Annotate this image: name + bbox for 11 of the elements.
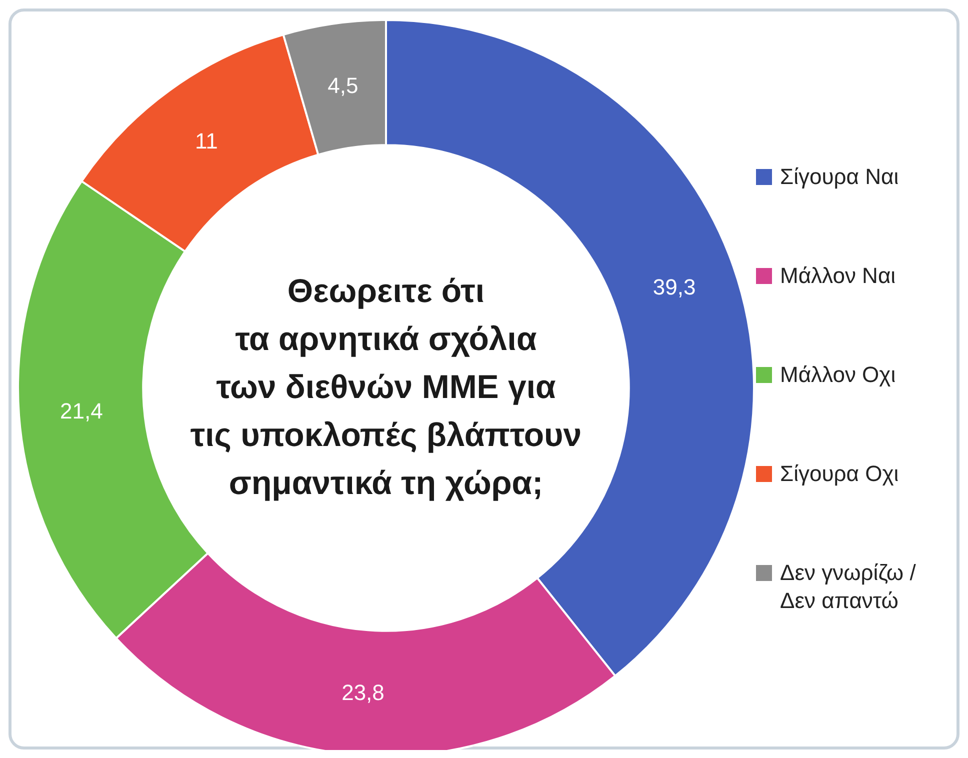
legend-label: Σίγουρα Οχι xyxy=(780,461,899,486)
data-label: 11 xyxy=(195,128,218,154)
legend-label: Δεν γνωρίζω / Δεν απαντώ xyxy=(780,560,917,613)
legend-label: Μάλλον Ναι xyxy=(780,263,896,288)
data-label: 4,5 xyxy=(328,73,358,98)
legend-label: Μάλλον Οχι xyxy=(780,362,896,387)
data-label: 23,8 xyxy=(342,680,384,706)
legend-label: Σίγουρα Ναι xyxy=(780,164,899,189)
data-label: 39,3 xyxy=(652,274,696,300)
data-label: 21,4 xyxy=(60,398,103,424)
text: Θεωρειτε ότι τα αρνητικά σχόλια των διεθνών ΜΜΕ για τις υποκλοπές βλάπτουν σημαντικά τη χώρα; xyxy=(190,272,582,501)
